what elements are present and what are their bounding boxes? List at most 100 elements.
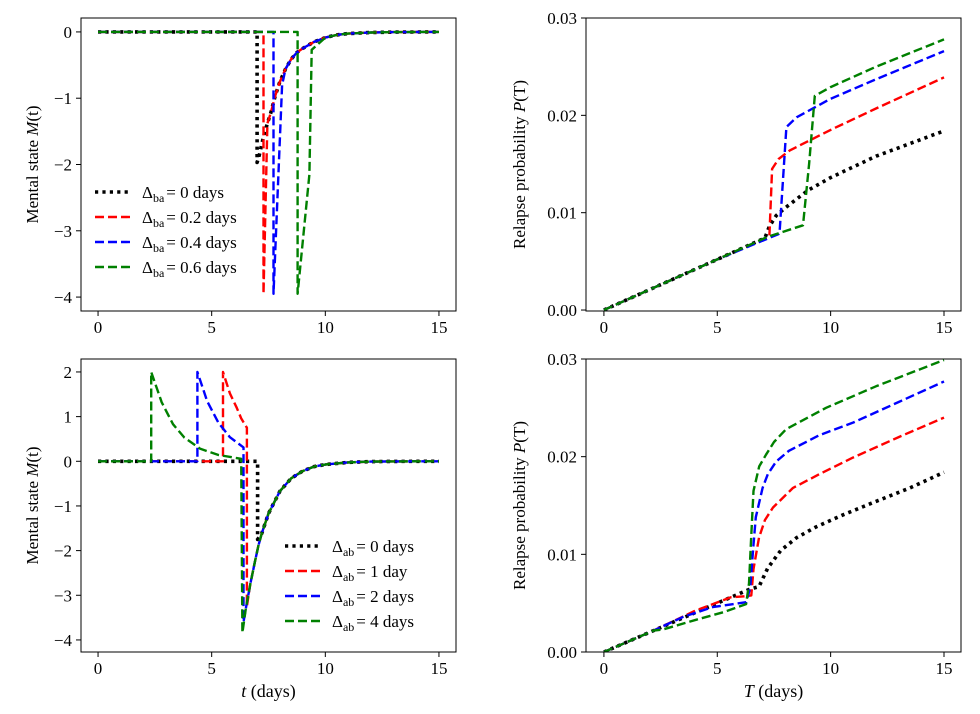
y-tick-label: 0.01 [547,545,577,564]
legend-label-2: Δba = 0.2 days [142,208,237,230]
y-tick-label: 0 [64,452,73,471]
y-tick-label: 0 [64,23,73,42]
y-tick-label: 2 [64,363,73,382]
y-tick-label: −2 [54,156,72,175]
x-tick-label: 0 [94,659,103,678]
legend-delta: Δ [332,612,343,631]
y-tick-label: 0.02 [547,448,577,467]
legend-delta: Δ [332,562,343,581]
legend-subscript: ab [343,595,354,609]
series-line-4 [98,370,440,634]
y-label-text: Relapse probability [510,112,529,249]
x-tick-label: 5 [713,659,722,678]
y-tick-label: 0.00 [547,643,577,662]
legend-delta: Δ [142,208,153,227]
x-tick-label: 10 [822,318,839,337]
legend-label-1: Δab = 0 days [332,537,414,559]
y-tick-label: −1 [54,497,72,516]
x-tick-label: 5 [207,318,216,337]
series-line-3 [98,370,440,624]
legend-value: = 1 day [356,562,408,581]
y-tick-label: −4 [54,288,73,307]
x-tick-label: 10 [317,659,334,678]
series-line-4 [603,38,945,311]
legend-subscript: ab [343,620,354,634]
x-axis-label: T (days) [744,681,804,702]
y-label-arg: (T) [510,421,529,443]
y-axis-label: Relapse probability P(T) [510,421,529,590]
x-label-var: T [744,681,756,701]
legend-delta: Δ [142,183,153,202]
x-tick-label: 0 [94,318,103,337]
y-label-var: M [23,462,42,478]
x-tick-label: 15 [935,318,952,337]
series-line-4 [603,359,945,652]
legend-subscript: ab [343,570,354,584]
legend-value: = 0 days [166,183,224,202]
y-tick-label: 1 [64,408,73,427]
x-axis-label: t (days) [241,681,296,702]
x-label-var: t [241,681,247,701]
axes-frame [80,17,457,312]
legend-label-1: Δba = 0 days [142,183,224,205]
x-tick-label: 5 [713,318,722,337]
y-label-text: Mental state [23,477,42,565]
series-line-2 [98,30,440,295]
legend-value: = 0 days [356,537,414,556]
series-line-3 [98,30,440,295]
x-tick-label: 15 [430,318,447,337]
axes-frame [585,17,962,312]
legend-value: = 0.4 days [166,233,237,252]
legend-subscript: ab [343,545,354,559]
x-tick-label: 15 [935,659,952,678]
y-label-var: P [510,102,529,113]
subplot-4: 0 5 10 15 0.00 0.01 0.02 0.03 Relapse probabilit… [510,350,962,702]
x-tick-label: 10 [822,659,839,678]
x-tick-label: 0 [600,318,609,337]
legend-subscript: ba [153,191,165,205]
y-label-var: P [510,443,529,454]
y-tick-label: 0.01 [547,204,577,223]
y-axis-label: Relapse probability P(T) [510,80,529,249]
series-line-3 [603,49,945,311]
series-line-1 [98,459,440,542]
y-label-text: Mental state [23,136,42,224]
legend-label-3: Δba = 0.4 days [142,233,237,255]
y-axis-label: Mental state M(t) [23,105,42,223]
y-label-text: Relapse probability [510,453,529,590]
series-line-2 [603,416,945,652]
legend-value: = 0.2 days [166,208,237,227]
legend-delta: Δ [142,233,153,252]
y-tick-label: −4 [54,631,73,650]
y-label-arg: (t) [23,105,42,121]
legend-value: = 0.6 days [166,258,237,277]
legend-label-2: Δab = 1 day [332,562,408,584]
legend-delta: Δ [332,537,343,556]
legend-label-4: Δba = 0.6 days [142,258,237,280]
y-label-arg: (T) [510,80,529,102]
y-tick-label: −3 [54,222,72,241]
axes-frame [80,358,457,653]
legend-subscript: ba [153,266,165,280]
y-tick-label: −2 [54,542,72,561]
x-tick-label: 10 [317,318,334,337]
legend-label-4: Δab = 4 days [332,612,414,634]
series-line-3 [603,380,945,652]
series-line-4 [98,30,440,295]
x-label-text: (days) [246,681,295,702]
y-tick-label: 0.03 [547,9,577,28]
x-tick-label: 5 [207,659,216,678]
y-label-var: M [23,121,42,137]
legend-delta: Δ [332,587,343,606]
legend-delta: Δ [142,258,153,277]
x-tick-label: 15 [430,659,447,678]
y-tick-label: 0.02 [547,106,577,125]
legend-value: = 2 days [356,587,414,606]
axes-frame [585,358,962,653]
series-line-2 [603,76,945,311]
